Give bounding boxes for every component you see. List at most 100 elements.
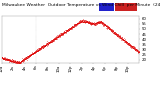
Point	[110, 30, 113, 32]
Point	[1, 58, 4, 59]
Point	[133, 48, 136, 50]
Point	[21, 58, 24, 59]
Point	[15, 61, 17, 62]
Point	[81, 21, 83, 22]
Point	[88, 22, 91, 23]
Point	[83, 20, 86, 22]
Point	[22, 58, 24, 60]
Point	[56, 37, 59, 38]
Point	[75, 23, 78, 24]
Point	[43, 45, 46, 47]
Point	[124, 40, 127, 41]
Point	[75, 23, 77, 25]
Point	[43, 46, 46, 47]
Point	[66, 31, 68, 32]
Point	[26, 55, 29, 57]
Point	[107, 27, 109, 28]
Point	[3, 58, 6, 59]
Point	[109, 28, 112, 29]
Point	[8, 60, 11, 61]
Point	[111, 31, 113, 32]
Point	[80, 20, 83, 22]
Point	[26, 57, 28, 58]
Point	[120, 37, 123, 38]
Point	[6, 58, 8, 59]
Point	[105, 25, 108, 27]
Point	[14, 61, 17, 62]
Point	[58, 33, 61, 35]
Point	[35, 50, 38, 51]
Point	[47, 42, 50, 44]
Point	[19, 62, 22, 63]
Point	[9, 59, 11, 61]
Point	[89, 23, 91, 25]
Point	[80, 21, 83, 22]
Point	[22, 61, 24, 62]
Point	[80, 21, 82, 22]
Point	[101, 22, 104, 24]
Point	[72, 26, 74, 28]
Point	[100, 21, 102, 22]
Point	[45, 44, 48, 45]
Point	[136, 50, 139, 51]
Point	[128, 43, 130, 44]
Point	[101, 22, 103, 23]
Point	[137, 51, 140, 52]
Point	[14, 61, 17, 62]
Point	[36, 49, 39, 51]
Point	[122, 38, 124, 40]
Point	[15, 61, 17, 62]
Point	[13, 60, 16, 62]
Point	[35, 50, 38, 52]
Point	[19, 62, 22, 63]
Point	[49, 41, 52, 42]
Point	[46, 43, 49, 45]
Point	[105, 26, 108, 27]
Point	[39, 48, 42, 49]
Point	[36, 50, 38, 51]
Point	[104, 25, 106, 26]
Point	[38, 49, 40, 51]
Point	[25, 56, 28, 58]
Point	[57, 35, 60, 37]
Point	[30, 53, 33, 54]
Point	[17, 61, 19, 63]
Point	[40, 47, 42, 48]
Point	[86, 21, 89, 23]
Point	[124, 42, 126, 43]
Point	[84, 21, 87, 22]
Point	[2, 58, 5, 60]
Point	[20, 59, 23, 61]
Point	[93, 23, 96, 24]
Point	[102, 24, 105, 25]
Point	[46, 43, 48, 44]
Point	[121, 38, 124, 39]
Point	[62, 32, 64, 34]
Point	[40, 48, 43, 49]
Point	[25, 56, 27, 58]
Point	[118, 37, 121, 38]
Point	[4, 58, 7, 60]
Point	[14, 60, 16, 61]
Point	[107, 27, 109, 28]
Point	[90, 22, 92, 23]
Point	[131, 47, 134, 48]
Point	[69, 28, 71, 29]
Point	[121, 38, 123, 40]
Point	[128, 44, 131, 46]
Point	[28, 55, 31, 57]
Point	[108, 28, 111, 29]
Point	[72, 27, 75, 28]
Point	[114, 33, 117, 35]
Point	[98, 20, 101, 21]
Point	[108, 28, 111, 29]
Point	[14, 62, 17, 63]
Point	[96, 22, 99, 23]
Point	[42, 46, 45, 47]
Point	[15, 61, 17, 62]
Point	[73, 25, 76, 26]
Point	[32, 52, 34, 54]
Point	[33, 52, 36, 53]
Point	[96, 21, 99, 23]
Point	[133, 47, 136, 48]
